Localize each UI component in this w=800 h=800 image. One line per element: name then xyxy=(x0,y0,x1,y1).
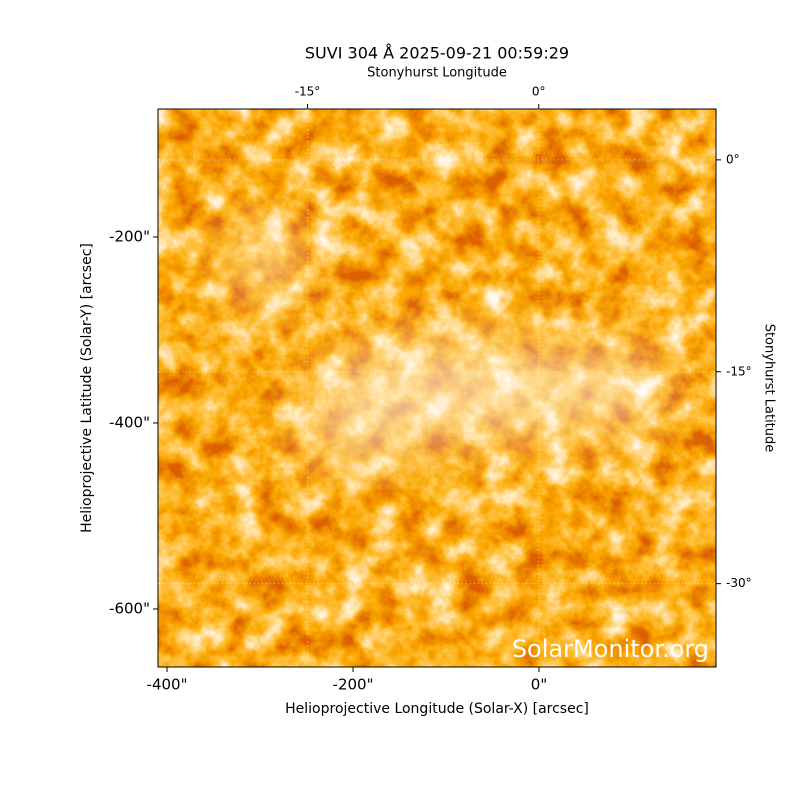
plot-frame xyxy=(157,108,717,668)
y2-tick-label: 0° xyxy=(726,152,740,166)
y-tick-label: -200" xyxy=(109,227,150,245)
y-axis-label: Helioprojective Latitude (Solar-Y) [arcs… xyxy=(79,243,95,533)
y-tick-label: -400" xyxy=(109,413,150,431)
watermark: SolarMonitor.org xyxy=(512,635,709,663)
x-tick-label: 0" xyxy=(531,676,547,694)
y-tick-label: -600" xyxy=(109,599,150,617)
chart-title: SUVI 304 Å 2025-09-21 00:59:29 xyxy=(305,44,569,63)
y2-tick-label: -15° xyxy=(726,364,752,378)
x2-axis-label: Stonyhurst Longitude xyxy=(367,66,507,81)
x-tick-label: -400" xyxy=(147,676,188,694)
x2-tick-label: 0° xyxy=(532,85,546,99)
x2-tick-label: -15° xyxy=(295,85,321,99)
y2-tick-label: -30° xyxy=(726,576,752,590)
y2-axis-label: Stonyhurst Latitude xyxy=(762,324,777,453)
solar-image xyxy=(158,109,716,667)
x-tick-label: -200" xyxy=(333,676,374,694)
x-axis-label: Helioprojective Longitude (Solar-X) [arc… xyxy=(285,701,589,717)
